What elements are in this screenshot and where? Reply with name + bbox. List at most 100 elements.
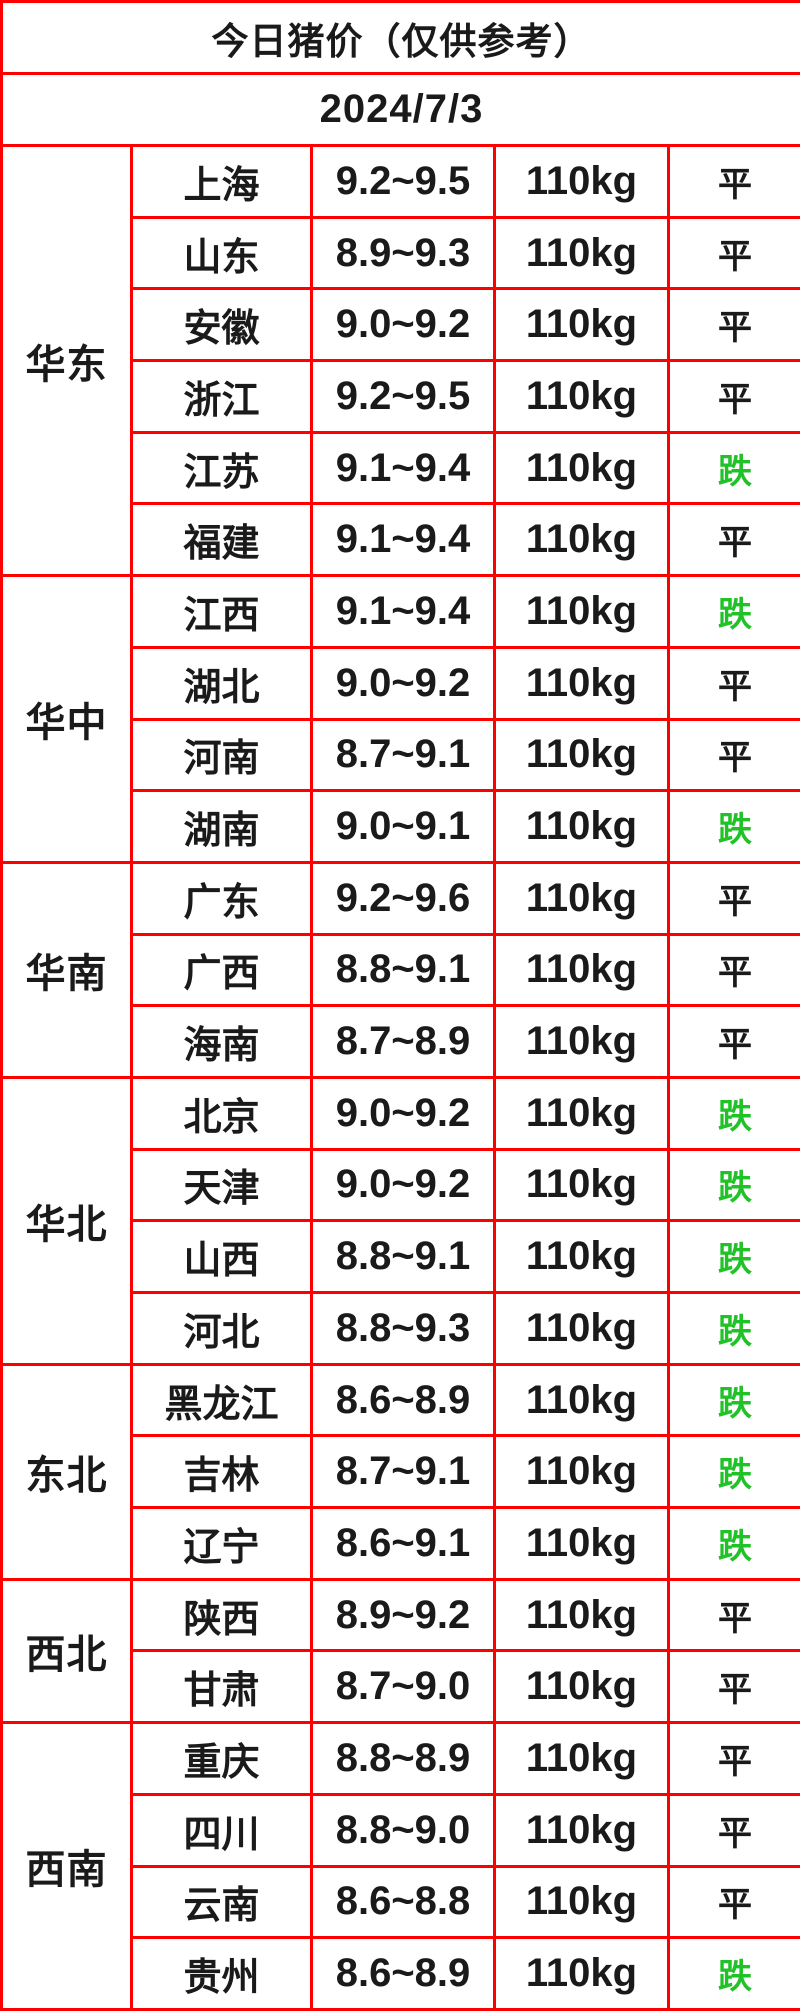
price-cell: 8.6~8.9	[312, 1938, 495, 2010]
status-cell: 平	[669, 1579, 800, 1651]
province-cell: 上海	[132, 146, 312, 218]
province-cell: 辽宁	[132, 1508, 312, 1580]
price-cell: 9.0~9.2	[312, 647, 495, 719]
weight-cell: 110kg	[495, 1866, 669, 1938]
price-cell: 8.9~9.3	[312, 217, 495, 289]
price-cell: 9.2~9.6	[312, 862, 495, 934]
region-cell: 华东	[2, 146, 132, 576]
status-cell: 跌	[669, 1436, 800, 1508]
province-cell: 陕西	[132, 1579, 312, 1651]
weight-cell: 110kg	[495, 576, 669, 648]
weight-cell: 110kg	[495, 719, 669, 791]
status-cell: 平	[669, 146, 800, 218]
province-cell: 北京	[132, 1077, 312, 1149]
price-cell: 9.1~9.4	[312, 576, 495, 648]
weight-cell: 110kg	[495, 1723, 669, 1795]
status-cell: 平	[669, 934, 800, 1006]
province-cell: 河南	[132, 719, 312, 791]
date-row: 2024/7/3	[2, 74, 800, 146]
date-label: 2024/7/3	[2, 74, 800, 146]
status-cell: 平	[669, 1794, 800, 1866]
weight-cell: 110kg	[495, 504, 669, 576]
weight-cell: 110kg	[495, 146, 669, 218]
province-cell: 山东	[132, 217, 312, 289]
status-cell: 跌	[669, 576, 800, 648]
province-cell: 湖北	[132, 647, 312, 719]
price-cell: 8.8~9.1	[312, 1221, 495, 1293]
weight-cell: 110kg	[495, 289, 669, 361]
status-cell: 平	[669, 719, 800, 791]
price-cell: 8.6~8.9	[312, 1364, 495, 1436]
province-cell: 江西	[132, 576, 312, 648]
weight-cell: 110kg	[495, 791, 669, 863]
region-cell: 华中	[2, 576, 132, 863]
status-cell: 跌	[669, 791, 800, 863]
price-cell: 8.7~9.0	[312, 1651, 495, 1723]
price-cell: 9.0~9.2	[312, 1077, 495, 1149]
province-cell: 重庆	[132, 1723, 312, 1795]
weight-cell: 110kg	[495, 1579, 669, 1651]
weight-cell: 110kg	[495, 1651, 669, 1723]
page-title: 今日猪价（仅供参考）	[2, 2, 800, 74]
province-cell: 湖南	[132, 791, 312, 863]
price-cell: 8.7~8.9	[312, 1006, 495, 1078]
price-cell: 8.7~9.1	[312, 1436, 495, 1508]
status-cell: 跌	[669, 1508, 800, 1580]
status-cell: 平	[669, 862, 800, 934]
province-cell: 吉林	[132, 1436, 312, 1508]
province-cell: 云南	[132, 1866, 312, 1938]
status-cell: 跌	[669, 432, 800, 504]
status-cell: 平	[669, 504, 800, 576]
weight-cell: 110kg	[495, 1508, 669, 1580]
weight-cell: 110kg	[495, 1794, 669, 1866]
price-cell: 9.2~9.5	[312, 146, 495, 218]
province-cell: 天津	[132, 1149, 312, 1221]
status-cell: 平	[669, 647, 800, 719]
price-cell: 8.8~9.0	[312, 1794, 495, 1866]
weight-cell: 110kg	[495, 432, 669, 504]
province-cell: 福建	[132, 504, 312, 576]
price-cell: 9.1~9.4	[312, 432, 495, 504]
status-cell: 平	[669, 289, 800, 361]
weight-cell: 110kg	[495, 934, 669, 1006]
status-cell: 跌	[669, 1221, 800, 1293]
price-cell: 8.7~9.1	[312, 719, 495, 791]
status-cell: 跌	[669, 1293, 800, 1365]
status-cell: 跌	[669, 1938, 800, 2010]
weight-cell: 110kg	[495, 1221, 669, 1293]
region-cell: 华南	[2, 862, 132, 1077]
province-cell: 广西	[132, 934, 312, 1006]
status-cell: 平	[669, 361, 800, 433]
region-cell: 西南	[2, 1723, 132, 2010]
region-cell: 华北	[2, 1077, 132, 1364]
status-cell: 平	[669, 1006, 800, 1078]
status-cell: 平	[669, 1866, 800, 1938]
weight-cell: 110kg	[495, 1364, 669, 1436]
province-cell: 海南	[132, 1006, 312, 1078]
weight-cell: 110kg	[495, 217, 669, 289]
price-cell: 8.6~8.8	[312, 1866, 495, 1938]
price-cell: 8.8~8.9	[312, 1723, 495, 1795]
weight-cell: 110kg	[495, 361, 669, 433]
status-cell: 平	[669, 1723, 800, 1795]
price-cell: 8.6~9.1	[312, 1508, 495, 1580]
region-cell: 西北	[2, 1579, 132, 1722]
weight-cell: 110kg	[495, 1006, 669, 1078]
price-cell: 8.8~9.3	[312, 1293, 495, 1365]
province-cell: 四川	[132, 1794, 312, 1866]
price-cell: 9.0~9.2	[312, 289, 495, 361]
status-cell: 平	[669, 1651, 800, 1723]
price-cell: 9.1~9.4	[312, 504, 495, 576]
province-cell: 江苏	[132, 432, 312, 504]
price-cell: 8.9~9.2	[312, 1579, 495, 1651]
weight-cell: 110kg	[495, 1077, 669, 1149]
weight-cell: 110kg	[495, 1293, 669, 1365]
